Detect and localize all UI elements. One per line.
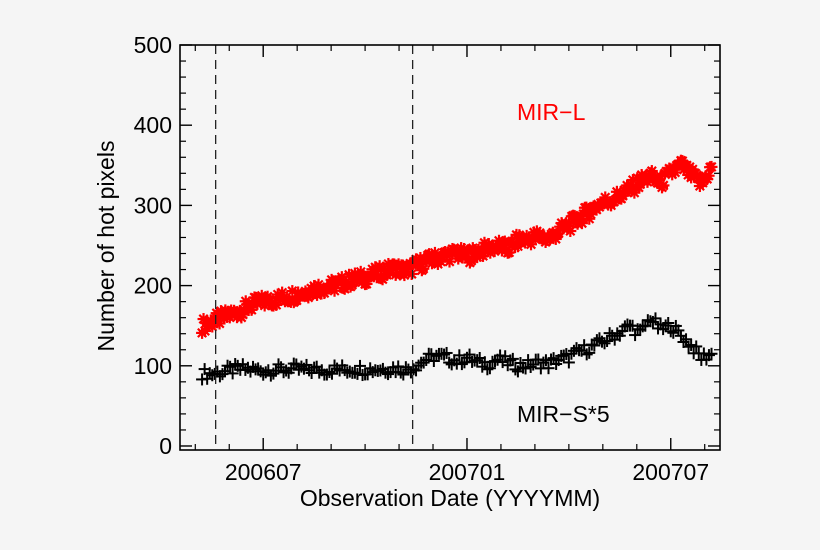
series-mir-l [196,154,718,339]
axis-ticks: 0 100 200 300 400 500 200607 200701 200707 [134,32,720,485]
mir-s-point [570,342,583,355]
mir-s-point [313,366,326,379]
mir-s-point [382,368,395,381]
mir-s-point [588,339,601,352]
mir-s-point [361,368,374,381]
mir-s-series-label: MIR−S*5 [517,401,610,427]
mir-s-point [290,358,303,371]
mir-s-point [221,359,234,372]
mir-s-point [621,318,634,331]
y-tick-label: 200 [134,273,172,299]
plot-frame [179,44,721,451]
mir-l-point [360,277,373,290]
mir-s-point [489,355,501,368]
mir-s-point [427,354,440,367]
x-tick-label: 200607 [225,459,302,485]
mir-s-point [430,349,443,362]
mir-s-point [562,356,575,369]
mir-s-point [547,352,560,365]
mir-s-point [295,360,308,373]
mir-s-point [216,368,229,381]
mir-s-point [565,347,578,360]
mir-s-point [662,317,675,330]
mir-l-point [657,179,670,192]
mir-s-point [504,354,517,367]
x-tick-label: 200707 [632,459,709,485]
mir-s-point [583,346,596,359]
mir-s-point [455,358,468,371]
mir-s-point [667,326,680,339]
mir-s-point [590,334,603,347]
mir-s-point [303,364,316,377]
mir-l-series-label: MIR−L [517,99,586,125]
mir-s-point [323,366,336,379]
mir-s-point [506,352,519,365]
mir-s-point [466,355,479,368]
mir-s-point [509,363,522,376]
mir-s-point [343,365,356,378]
mir-s-point [601,335,614,348]
mir-s-point [239,363,252,376]
mir-s-point [629,329,642,342]
y-tick-label: 400 [134,112,172,138]
y-axis-label: Number of hot pixels [93,141,119,352]
mir-s-point [453,349,466,362]
mir-s-point [443,356,456,369]
mir-s-point [463,348,476,361]
mir-s-point [641,314,654,327]
mir-s-point [680,333,693,346]
mir-s-point [702,349,715,362]
mir-s-point [354,359,366,372]
x-tick-label: 200701 [429,459,506,485]
mir-s-point [417,356,430,369]
mir-s-point [524,360,537,373]
mir-s-point [272,358,285,371]
mir-s-point [481,363,494,376]
x-axis-label: Observation Date (YYYYMM) [300,485,600,511]
mir-l-point [405,267,418,280]
mir-s-point [557,349,570,362]
mir-l-point [564,225,577,238]
mir-s-point [649,312,662,325]
plot-axes [179,44,721,451]
mir-s-point [705,347,718,360]
y-tick-label: 100 [134,353,172,379]
mir-s-point [580,348,593,361]
mir-s-point [438,348,451,361]
mir-s-point [338,364,351,377]
mir-s-point [366,366,379,379]
mir-s-point [690,340,703,353]
mir-s-point [226,367,239,380]
mir-s-point [659,319,672,332]
mir-s-point [537,356,550,369]
mir-s-point [598,337,611,350]
mir-s-point [672,324,685,337]
mir-s-point [611,327,624,340]
vertical-reference-lines [215,45,414,450]
mir-s-point [374,364,387,377]
mir-s-point [247,360,260,373]
mir-s-point [685,339,698,352]
mir-s-point [267,367,280,380]
y-tick-label: 0 [159,433,172,459]
mir-s-point [300,358,313,371]
mir-s-point [325,367,338,380]
mir-s-point [399,361,412,374]
mir-s-point [394,366,407,379]
mir-l-point [705,160,718,173]
mir-s-point [542,362,555,375]
mir-s-point [519,362,532,375]
mir-s-point [280,364,293,377]
mir-s-point [348,366,361,379]
series-mir-s [196,312,718,386]
y-tick-label: 300 [134,192,172,218]
mir-s-point [440,346,453,359]
mir-s-point [471,354,484,367]
y-tick-label: 500 [134,32,172,58]
mir-s-point [252,362,265,375]
mir-s-point [483,362,496,375]
